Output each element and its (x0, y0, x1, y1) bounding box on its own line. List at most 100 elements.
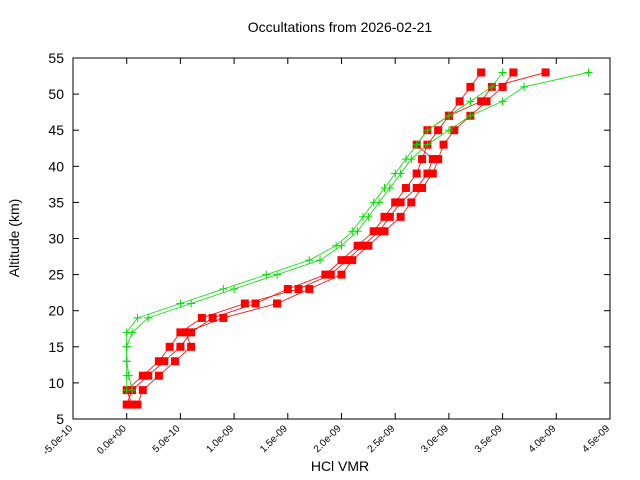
x-tick-label: 2.0e-09 (312, 423, 344, 455)
point (197, 313, 206, 322)
point (133, 400, 142, 409)
point (154, 357, 163, 366)
point (219, 285, 228, 294)
profile-line (137, 72, 514, 405)
point (305, 256, 314, 265)
point (321, 270, 330, 279)
point (498, 82, 507, 91)
point (128, 400, 137, 409)
point (316, 256, 325, 265)
point (455, 97, 464, 106)
y-tick-label: 35 (48, 194, 64, 210)
point (187, 328, 196, 337)
point (444, 111, 453, 120)
point (396, 169, 405, 178)
point (498, 68, 507, 77)
y-tick-label: 15 (48, 339, 64, 355)
point (337, 256, 346, 265)
point (466, 111, 475, 120)
point (219, 313, 228, 322)
point (396, 198, 405, 207)
point (428, 155, 437, 164)
point (353, 241, 362, 250)
point (477, 97, 486, 106)
point (138, 386, 147, 395)
point (541, 68, 550, 77)
x-tick-label: 3.0e-09 (419, 423, 451, 455)
point (273, 270, 282, 279)
x-tick-label: 4.0e-09 (527, 423, 559, 455)
y-tick-label: 50 (48, 86, 64, 102)
x-tick-label: 1.0e-09 (204, 423, 236, 455)
point (128, 328, 137, 337)
point (396, 212, 405, 221)
point (208, 313, 217, 322)
point (509, 68, 518, 77)
point (407, 198, 416, 207)
x-tick-label: 4.5e-09 (580, 423, 612, 455)
point (144, 371, 153, 380)
y-tick-label: 10 (48, 375, 64, 391)
point (251, 299, 260, 308)
y-tick-label: 30 (48, 231, 64, 247)
point (450, 126, 459, 135)
point (273, 299, 282, 308)
point (133, 313, 142, 322)
x-axis-label: HCl VMR (311, 458, 369, 474)
chart-title: Occultations from 2026-02-21 (248, 19, 433, 35)
point (171, 357, 180, 366)
point (176, 299, 185, 308)
point (444, 126, 453, 135)
point (187, 342, 196, 351)
point (165, 342, 174, 351)
point (124, 371, 133, 380)
point (477, 68, 486, 77)
point (423, 126, 432, 135)
point (122, 400, 131, 409)
plot-frame (72, 57, 611, 420)
point (380, 212, 389, 221)
point (240, 299, 249, 308)
point (434, 126, 443, 135)
point (154, 371, 163, 380)
point (353, 227, 362, 236)
point (418, 183, 427, 192)
point (439, 140, 448, 149)
profile-line (126, 72, 503, 391)
point (122, 357, 131, 366)
point (375, 198, 384, 207)
y-tick-label: 5 (56, 411, 64, 427)
point (230, 285, 239, 294)
point (294, 285, 303, 294)
point (412, 169, 421, 178)
point (487, 82, 496, 91)
y-tick-label: 55 (48, 50, 64, 66)
point (418, 155, 427, 164)
point (434, 155, 443, 164)
x-tick-label: 0.0e+00 (95, 423, 129, 457)
point (375, 227, 384, 236)
y-tick-label: 45 (48, 122, 64, 138)
point (181, 328, 190, 337)
point (283, 285, 292, 294)
y-axis-label: Altitude (km) (6, 199, 22, 278)
point (423, 169, 432, 178)
point (160, 357, 169, 366)
profile-line (126, 72, 482, 405)
point (423, 140, 432, 149)
point (187, 299, 196, 308)
point (122, 342, 131, 351)
point (326, 270, 335, 279)
point (391, 198, 400, 207)
point (144, 313, 153, 322)
point (584, 68, 593, 77)
point (337, 270, 346, 279)
point (138, 371, 147, 380)
y-tick-label: 20 (48, 303, 64, 319)
point (466, 82, 475, 91)
point (369, 227, 378, 236)
point (466, 97, 475, 106)
y-tick-label: 40 (48, 158, 64, 174)
point (128, 386, 137, 395)
